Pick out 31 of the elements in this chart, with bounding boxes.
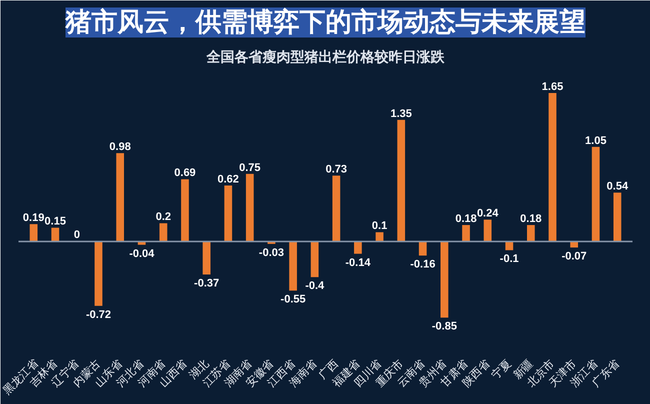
- data-label: 0.98: [109, 141, 131, 154]
- data-label: 0.75: [239, 162, 261, 174]
- data-label: 0: [74, 229, 80, 242]
- x-tick-label: 宁夏: [489, 356, 514, 382]
- data-label: -0.85: [432, 320, 457, 333]
- data-label: 0.19: [22, 212, 44, 224]
- chart-subtitle: 全国各省瘦肉型猪出栏价格较昨日涨跌: [206, 48, 446, 66]
- data-label: -0.72: [86, 308, 112, 321]
- data-label: -0.1: [500, 253, 519, 266]
- data-label: -0.03: [258, 246, 284, 259]
- data-label: -0.37: [194, 277, 220, 290]
- data-label: 0.73: [326, 164, 348, 176]
- data-label: -0.07: [562, 250, 587, 262]
- data-label: 0.15: [44, 216, 66, 228]
- data-label: 1.65: [542, 80, 564, 93]
- data-label: 0.1: [372, 220, 388, 232]
- data-label: -0.14: [345, 256, 372, 269]
- data-label: -0.55: [280, 294, 306, 306]
- data-label: -0.4: [305, 280, 326, 292]
- data-label: 0.2: [156, 211, 172, 224]
- data-label: 0.54: [606, 180, 629, 193]
- data-label: 1.35: [390, 108, 412, 120]
- data-label: 0.69: [174, 167, 196, 180]
- data-label: 0.18: [520, 213, 542, 226]
- data-label: 0.24: [476, 208, 500, 220]
- data-label: 1.05: [585, 134, 606, 147]
- chart-title: 猪市风云，供需博弈下的市场动态与未来展望: [64, 8, 586, 38]
- data-label: -0.04: [129, 248, 156, 260]
- data-label: -0.16: [410, 258, 436, 271]
- data-label: 0.62: [218, 173, 239, 186]
- data-label: 0.18: [455, 213, 477, 226]
